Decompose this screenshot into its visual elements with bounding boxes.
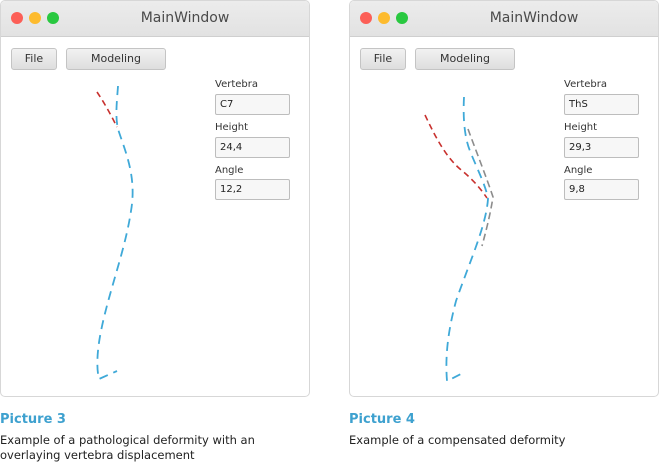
angle-field[interactable]: 9,8 [564, 179, 639, 200]
title-bar: MainWindow [1, 1, 309, 37]
vertebra-label: Vertebra [564, 79, 607, 90]
file-menu-button[interactable]: File [360, 48, 406, 70]
close-window-button[interactable] [360, 12, 372, 24]
zoom-window-button[interactable] [396, 12, 408, 24]
angle-label: Angle [564, 165, 593, 176]
compensation-line [467, 128, 494, 247]
displacement-line [424, 114, 488, 199]
vertebra-field[interactable]: C7 [215, 94, 290, 115]
spine-curve [445, 96, 489, 383]
figure-caption-text: Example of a compensated deformity [349, 433, 566, 447]
vertebra-label: Vertebra [215, 79, 258, 90]
file-menu-button[interactable]: File [11, 48, 57, 70]
title-bar: MainWindow [350, 1, 658, 37]
modeling-menu-button[interactable]: Modeling [66, 48, 166, 70]
figure-caption-title: Picture 3 [0, 412, 66, 427]
minimize-window-button[interactable] [29, 12, 41, 24]
window-title: MainWindow [140, 10, 230, 26]
angle-label: Angle [215, 165, 244, 176]
spine-model-canvas [96, 85, 134, 381]
height-label: Height [564, 122, 598, 133]
modeling-menu-button[interactable]: Modeling [415, 48, 515, 70]
displacement-line [96, 91, 118, 128]
close-window-button[interactable] [11, 12, 23, 24]
height-label: Height [215, 122, 249, 133]
figure-caption-text: Example of a pathological deformity with… [0, 433, 255, 462]
vertebra-field[interactable]: ThS [564, 94, 639, 115]
minimize-window-button[interactable] [378, 12, 390, 24]
angle-field[interactable]: 12,2 [215, 179, 290, 200]
main-window-right: MainWindow File Modeling Vertebra ThS He… [349, 0, 659, 397]
spine-curve [96, 85, 134, 381]
figure-caption-title: Picture 4 [349, 412, 415, 427]
height-field[interactable]: 29,3 [564, 137, 639, 158]
zoom-window-button[interactable] [47, 12, 59, 24]
height-field[interactable]: 24,4 [215, 137, 290, 158]
spine-model-canvas [424, 96, 494, 383]
window-title: MainWindow [489, 10, 579, 26]
main-window-left: MainWindow File Modeling Vertebra C7 Hei… [0, 0, 310, 397]
